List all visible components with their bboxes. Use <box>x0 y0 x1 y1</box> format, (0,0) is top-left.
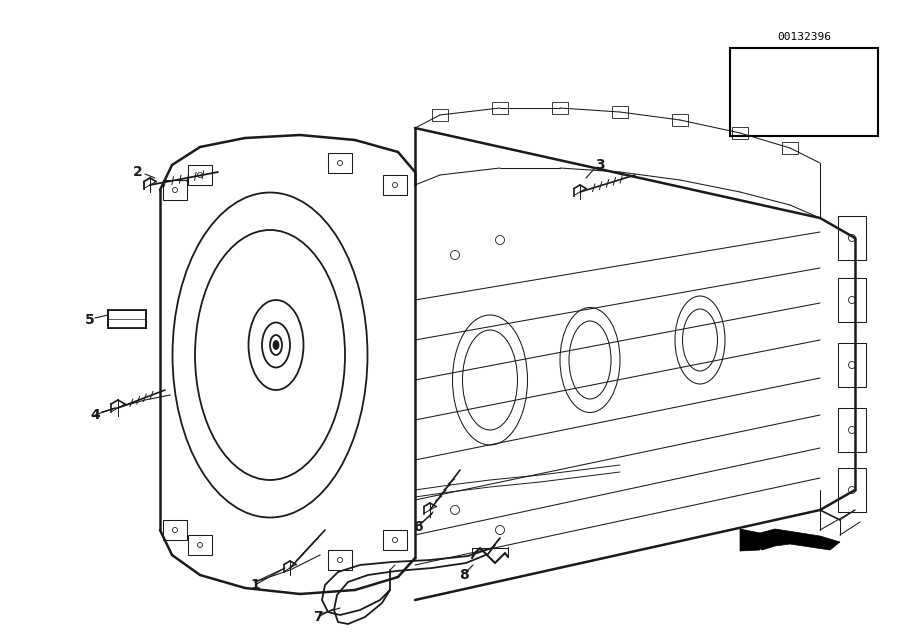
Bar <box>163 180 187 200</box>
Bar <box>730 48 878 136</box>
Bar <box>163 520 187 540</box>
Bar <box>188 165 212 185</box>
Bar <box>672 114 688 126</box>
Polygon shape <box>740 529 760 551</box>
Text: 4: 4 <box>90 408 100 422</box>
Bar <box>552 102 568 114</box>
Text: 3: 3 <box>595 158 605 172</box>
Ellipse shape <box>274 341 278 349</box>
Text: 2: 2 <box>133 165 143 179</box>
Bar <box>108 310 146 328</box>
Bar <box>328 550 352 570</box>
Bar <box>492 102 508 114</box>
Bar <box>432 109 448 121</box>
Bar <box>838 278 866 322</box>
Bar <box>838 216 866 260</box>
Bar <box>838 343 866 387</box>
Bar <box>782 142 798 154</box>
Text: 1: 1 <box>250 578 260 592</box>
Text: 6: 6 <box>413 520 423 534</box>
Bar <box>188 535 212 555</box>
Text: 00132396: 00132396 <box>777 32 831 42</box>
Text: 8: 8 <box>459 568 469 582</box>
Bar <box>383 530 407 550</box>
Bar <box>328 153 352 173</box>
Bar <box>383 175 407 195</box>
Bar <box>732 127 748 139</box>
Text: 5: 5 <box>86 313 94 327</box>
Bar <box>838 408 866 452</box>
Text: 7: 7 <box>313 610 323 624</box>
Bar <box>838 468 866 512</box>
Polygon shape <box>750 529 840 550</box>
Bar <box>612 106 628 118</box>
